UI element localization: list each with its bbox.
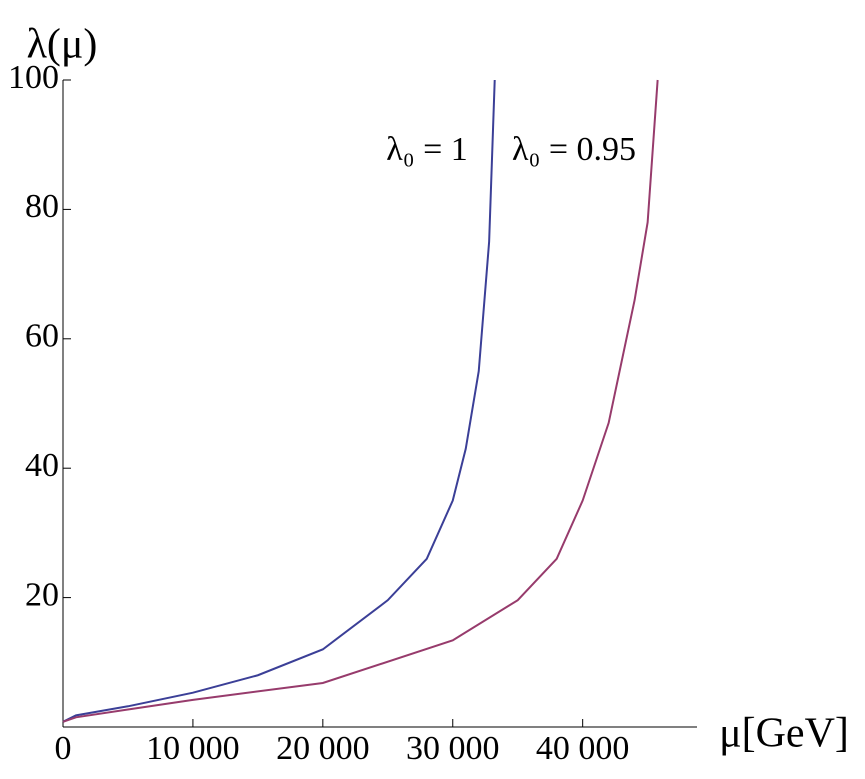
series-label: λ₀ = 1 (386, 131, 468, 168)
y-tick-label: 80 (25, 188, 59, 225)
x-tick-label: 40 000 (536, 730, 630, 767)
x-tick-label: 20 000 (276, 730, 370, 767)
y-axis-label: λ(μ) (27, 22, 98, 68)
y-tick-label: 100 (8, 59, 59, 96)
y-tick-label: 40 (25, 447, 59, 484)
x-tick-label: 10 000 (146, 730, 240, 767)
line-series (62, 79, 659, 723)
x-tick-label: 30 000 (406, 730, 500, 767)
y-tick-label: 60 (25, 318, 59, 355)
x-tick-label: 0 (55, 730, 72, 767)
x-axis-label: μ[GeV] (719, 711, 849, 757)
series-label: λ₀ = 0.95 (512, 131, 636, 168)
line-series (62, 79, 496, 723)
y-tick-label: 20 (25, 576, 59, 613)
